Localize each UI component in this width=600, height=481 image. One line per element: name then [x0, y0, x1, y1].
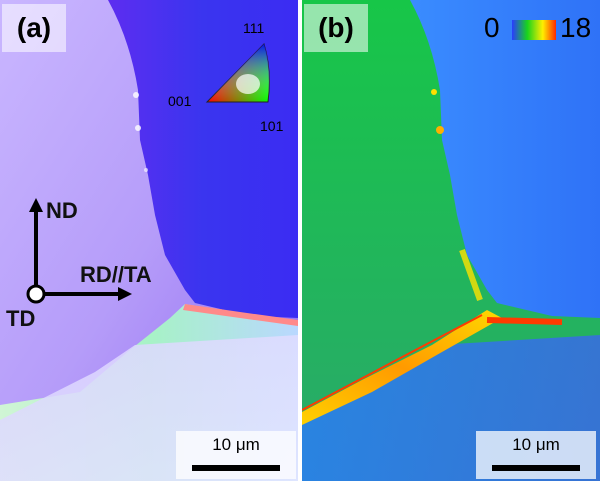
scale-bar-b-line [492, 465, 580, 471]
misorientation-map [302, 0, 600, 481]
panel-a-label: (a) [2, 4, 66, 52]
axis-label-rd-ta: RD//TA [80, 262, 152, 287]
arrow-up-icon [29, 198, 43, 212]
misorientation-map-panel: (b) 0 18 10 μm [302, 0, 600, 481]
ipf-color-key [205, 43, 270, 103]
colorbar-min-label: 0 [484, 12, 500, 43]
scale-bar-a: 10 μm [176, 431, 296, 479]
colorbar-max-label: 18 [560, 12, 592, 43]
colorbar [512, 20, 556, 40]
scale-bar-b: 10 μm [476, 431, 596, 479]
grain-blue-region [410, 0, 600, 318]
arrow-right-icon [118, 287, 132, 301]
out-of-plane-circle-icon [26, 284, 46, 304]
ipf-map-panel: (a) 111 001 101 ND RD//TA TD 10 μm [0, 0, 298, 481]
panel-b-label: (b) [304, 4, 368, 52]
scale-bar-a-line [192, 465, 280, 471]
axis-label-nd: ND [46, 198, 78, 223]
ipf-label-111: 111 [243, 20, 265, 36]
scale-bar-a-label: 10 μm [212, 435, 260, 454]
sample-axes-diagram [26, 198, 132, 304]
grain-boundary-pink [183, 304, 298, 326]
ipf-label-101: 101 [260, 118, 284, 134]
high-misorientation-band [302, 310, 502, 425]
ipf-label-001: 001 [168, 93, 192, 109]
scale-bar-b-label: 10 μm [512, 435, 560, 454]
axis-label-td: TD [6, 306, 36, 331]
